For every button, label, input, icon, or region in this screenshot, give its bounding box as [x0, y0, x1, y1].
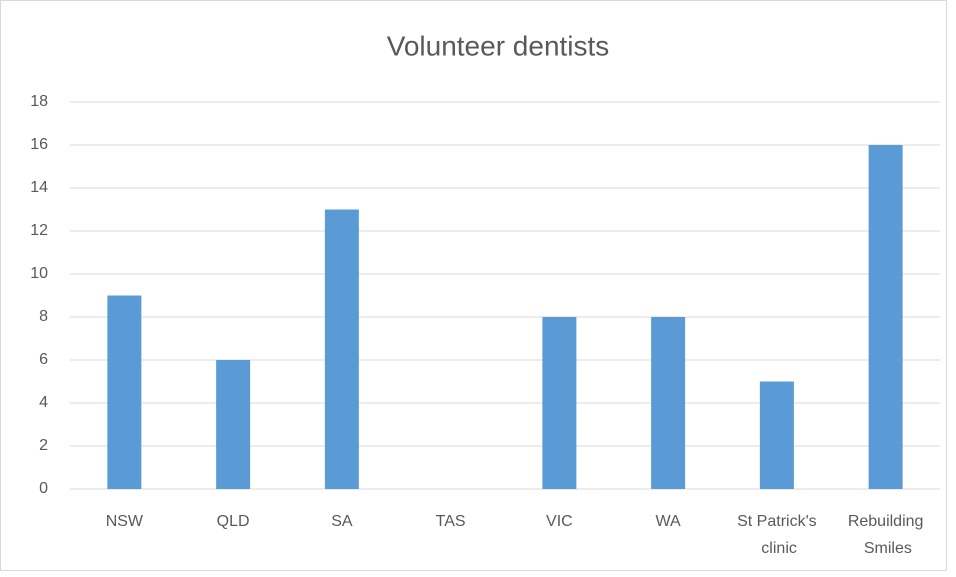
bar: [107, 295, 142, 489]
x-tick-label: VIC: [546, 513, 573, 530]
x-tick-label: SA: [331, 513, 353, 530]
x-tick-label: TAS: [436, 513, 466, 530]
y-tick-label: 0: [39, 480, 48, 497]
x-tick-label: NSW: [106, 513, 144, 530]
x-tick-label: Rebuilding Smiles: [848, 513, 924, 557]
chart-title: Volunteer dentists: [387, 30, 610, 61]
bar: [324, 209, 359, 489]
y-tick-label: 10: [30, 265, 48, 282]
y-tick-label: 12: [30, 222, 48, 239]
y-tick-label: 4: [39, 394, 48, 411]
y-tick-label: 8: [39, 308, 48, 325]
bar: [759, 381, 794, 489]
y-tick-label: 16: [30, 136, 48, 153]
y-tick-label: 2: [39, 437, 48, 454]
bar: [651, 317, 686, 489]
x-tick-label: QLD: [217, 513, 250, 530]
x-tick-label: St Patrick's clinic: [737, 513, 817, 557]
bar: [868, 145, 903, 489]
bar: [216, 360, 251, 489]
bar: [542, 317, 577, 489]
y-tick-label: 14: [30, 179, 48, 196]
x-tick-label: WA: [656, 513, 682, 530]
y-tick-label: 6: [39, 351, 48, 368]
y-tick-label: 18: [30, 93, 48, 110]
